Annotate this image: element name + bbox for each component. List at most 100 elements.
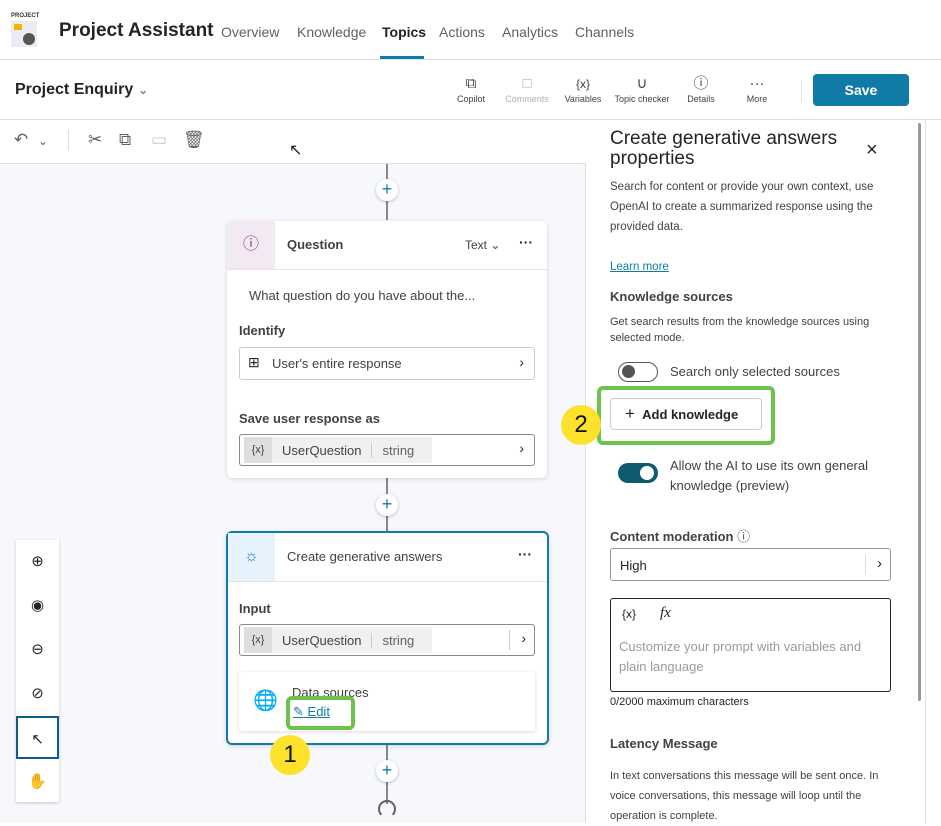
nav-channels[interactable]: Channels	[575, 24, 635, 40]
app-logo: PROJECT	[11, 13, 47, 49]
topic-toolbar	[0, 60, 941, 120]
comment-icon: □	[522, 75, 532, 92]
topic-checker-button[interactable]: ∪ Topic checker	[612, 74, 672, 104]
more-options-icon[interactable]: ···	[519, 234, 533, 250]
chevron-down-icon: ⌄	[490, 238, 501, 252]
nav-overview[interactable]: Overview	[221, 24, 280, 40]
info-icon: ⓘ	[693, 75, 709, 92]
question-icon: ⓘ	[227, 221, 275, 269]
chevron-right-icon: ›	[519, 354, 524, 370]
select-pointer-icon[interactable]: ↖	[16, 716, 59, 759]
cut-icon[interactable]: ✂	[88, 130, 103, 149]
type-value: Text	[465, 238, 488, 252]
divider	[801, 80, 802, 102]
variable-icon: {x}	[244, 627, 272, 653]
info-icon[interactable]: ⓘ	[737, 529, 751, 544]
app-title: Project Assistant	[59, 20, 214, 41]
input-variable-selector[interactable]: {x} UserQuestion string ›	[239, 624, 535, 656]
logo-text: PROJECT	[11, 13, 40, 19]
variable-icon: {x}	[244, 437, 272, 463]
copilot-button[interactable]: ⧉ Copilot	[441, 74, 501, 104]
entity-icon: ⊞	[248, 354, 260, 370]
variables-label: Variables	[564, 94, 602, 104]
topic-name-dropdown[interactable]: Project Enquiry ⌄	[15, 81, 149, 99]
panel-title: Create generative answers properties	[610, 128, 838, 169]
search-only-selected-toggle[interactable]	[618, 362, 658, 382]
content-moderation-heading: Content moderation ⓘ	[610, 526, 750, 545]
chevron-right-icon: ›	[877, 555, 882, 572]
panel-description: Search for content or provide your own c…	[610, 181, 874, 233]
edit-label: Edit	[307, 704, 330, 719]
moderation-value: High	[620, 558, 647, 573]
knowledge-sources-heading: Knowledge sources	[610, 289, 733, 304]
edit-toolbar	[0, 120, 586, 164]
node-title: Question	[287, 237, 344, 252]
add-node-button[interactable]: +	[376, 760, 398, 782]
details-button[interactable]: ⓘ Details	[671, 74, 731, 104]
variables-button[interactable]: {x} Variables	[553, 74, 613, 104]
zoom-out-icon[interactable]: ⊖	[31, 641, 44, 658]
allow-general-knowledge-toggle[interactable]	[618, 463, 658, 483]
nav-topics[interactable]: Topics	[382, 24, 427, 40]
variable-name: UserQuestion	[272, 632, 373, 648]
formula-icon[interactable]: fx	[660, 605, 671, 621]
minimap-icon[interactable]: ⊘	[31, 685, 44, 702]
comments-label: Comments	[505, 94, 549, 104]
type-dropdown[interactable]: Text ⌄	[465, 238, 500, 252]
chevron-down-icon[interactable]: ⌄	[38, 134, 49, 148]
close-icon[interactable]: ×	[866, 139, 878, 161]
panel-scrollbar[interactable]	[918, 123, 921, 701]
copilot-icon: ⧉	[465, 75, 477, 92]
input-label: Input	[239, 601, 271, 616]
canvas-zoom-controls: ⊕ ◉ ⊖ ⊘ ↖ ✋	[16, 540, 59, 802]
add-knowledge-button[interactable]: + Add knowledge	[610, 398, 762, 430]
highlight-edit	[286, 696, 355, 730]
nav-knowledge[interactable]: Knowledge	[297, 24, 367, 40]
more-label: More	[746, 94, 768, 104]
stethoscope-icon: ∪	[636, 75, 648, 92]
delete-icon[interactable]: 🗑	[183, 130, 205, 149]
add-node-button[interactable]: +	[376, 179, 398, 201]
variable-type: string	[382, 632, 415, 648]
undo-icon[interactable]: ↶	[14, 130, 29, 149]
identify-selector[interactable]: ⊞ User's entire response ›	[239, 347, 535, 380]
variable-type: string	[382, 442, 415, 458]
nav-actions[interactable]: Actions	[439, 24, 485, 40]
more-options-icon[interactable]: ···	[518, 546, 532, 562]
allow-ai-label: Allow the AI to use its own general know…	[670, 458, 869, 493]
data-sources-card: 🌐 Data sources ✎ Edit	[239, 672, 535, 731]
comments-button[interactable]: □ Comments	[497, 74, 557, 104]
copilot-label: Copilot	[456, 94, 485, 104]
add-node-button[interactable]: +	[376, 494, 398, 516]
nav-analytics[interactable]: Analytics	[502, 24, 559, 40]
chevron-right-icon: ›	[519, 440, 524, 456]
latency-message-heading: Latency Message	[610, 736, 718, 751]
knowledge-sources-description: Get search results from the knowledge so…	[610, 316, 870, 344]
learn-more-link[interactable]: Learn more	[610, 261, 669, 273]
mouse-cursor-icon: ↖	[289, 142, 303, 159]
variable-selector[interactable]: {x} UserQuestion string ›	[239, 434, 535, 466]
zoom-in-icon[interactable]: ⊕	[31, 553, 44, 570]
top-bar: PROJECT Project Assistant Overview Knowl…	[0, 0, 941, 60]
content-moderation-select[interactable]: High ›	[610, 548, 891, 581]
recenter-icon[interactable]: ◉	[30, 597, 45, 614]
add-knowledge-label: Add knowledge	[642, 407, 739, 422]
generative-answers-node[interactable]: ☼ Create generative answers ··· Input {x…	[226, 531, 549, 745]
edit-data-sources-link[interactable]: ✎ Edit	[293, 704, 330, 720]
insert-variable-icon[interactable]: {x}	[622, 607, 637, 621]
divider	[68, 130, 69, 150]
more-button[interactable]: ··· More	[727, 74, 787, 104]
latency-message-description: In text conversations this message will …	[610, 770, 879, 822]
save-button[interactable]: Save	[813, 74, 909, 106]
save-response-label: Save user response as	[239, 411, 380, 426]
details-label: Details	[687, 94, 715, 104]
callout-badge-2: 2	[561, 405, 601, 445]
pan-hand-icon[interactable]: ✋	[28, 773, 47, 790]
identify-label: Identify	[239, 323, 286, 338]
topic-checker-label: Topic checker	[614, 94, 670, 104]
question-prompt[interactable]: What question do you have about the...	[249, 288, 476, 303]
active-tab-indicator	[380, 56, 424, 59]
question-node[interactable]: ⓘ Question Text ⌄ ··· What question do y…	[227, 221, 547, 478]
copy-icon[interactable]: ⧉	[119, 130, 132, 149]
custom-prompt-editor[interactable]: {x} fx Customize your prompt with variab…	[610, 598, 891, 692]
